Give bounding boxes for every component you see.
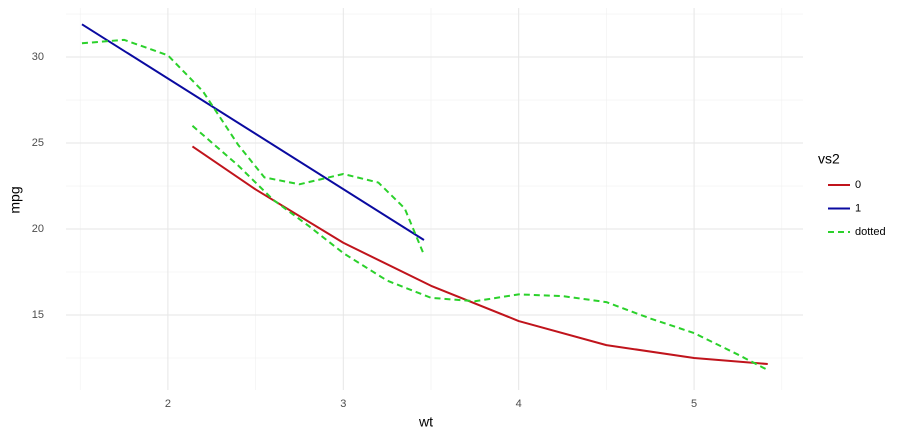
series-line bbox=[81, 23, 425, 241]
legend-label: dotted bbox=[855, 226, 886, 238]
x-tick-label: 4 bbox=[516, 398, 522, 410]
legend-title: vs2 bbox=[818, 151, 840, 167]
series-line bbox=[191, 145, 768, 366]
y-tick-label: 20 bbox=[32, 223, 44, 235]
y-tick-label: 30 bbox=[32, 51, 44, 63]
grid bbox=[66, 8, 803, 390]
x-tick-label: 5 bbox=[691, 398, 697, 410]
legend-label: 1 bbox=[855, 202, 861, 214]
x-tick-label: 2 bbox=[165, 398, 171, 410]
x-axis-title: wt bbox=[418, 414, 433, 430]
series-line bbox=[81, 38, 769, 371]
legend-label: 0 bbox=[855, 179, 861, 191]
y-tick-label: 25 bbox=[32, 137, 44, 149]
x-tick-label: 3 bbox=[340, 398, 346, 410]
y-axis-title: mpg bbox=[7, 186, 23, 213]
y-tick-label: 15 bbox=[32, 309, 44, 321]
